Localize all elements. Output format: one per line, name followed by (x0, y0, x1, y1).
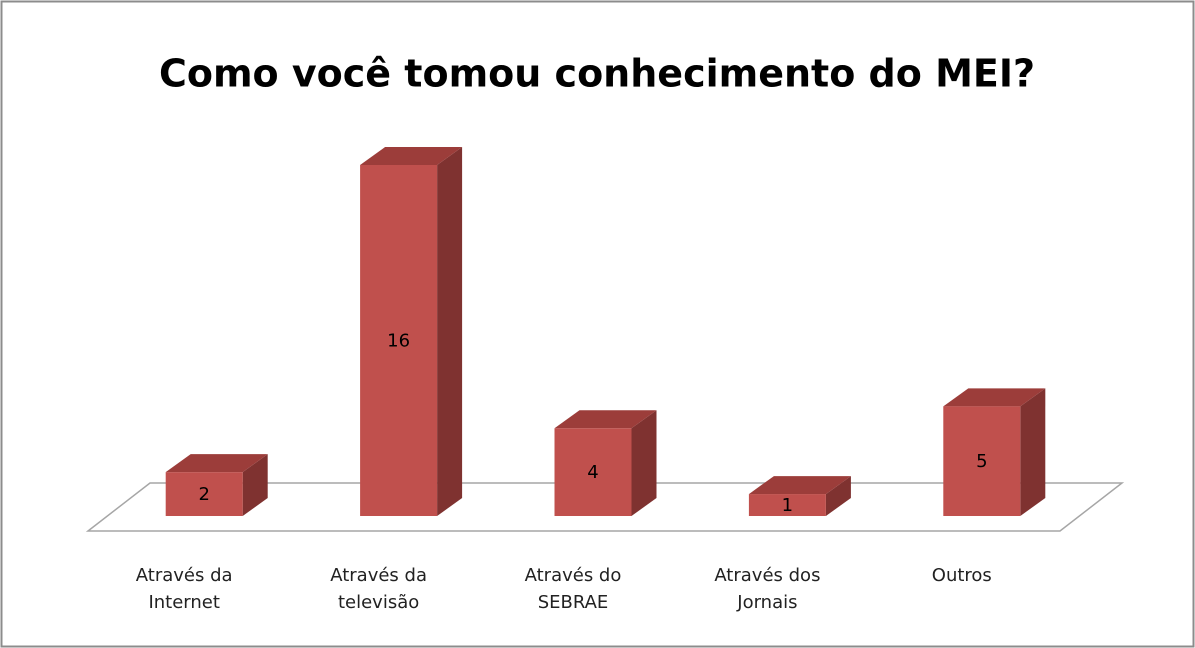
x-tick-label: Através da televisão (330, 565, 427, 613)
bar-side (631, 410, 657, 516)
x-tick-label: Através do SEBRAE (524, 565, 622, 613)
bar-top (554, 410, 657, 429)
data-label: 2 (198, 484, 209, 505)
bar-top (943, 388, 1046, 407)
x-tick-label: Através da Internet (135, 565, 233, 613)
data-label: 4 (587, 462, 598, 483)
bar-side (1020, 388, 1046, 516)
bar-top (165, 454, 268, 473)
x-tick-label: Através dos Jornais (714, 565, 821, 613)
data-label: 1 (782, 495, 793, 516)
bar-top (360, 147, 463, 165)
bar-side (437, 147, 463, 516)
bar (360, 165, 438, 516)
data-label: 16 (387, 331, 410, 352)
bar (748, 494, 826, 516)
bar (554, 428, 632, 516)
bar (943, 406, 1021, 516)
bar-top (748, 476, 851, 495)
bar-side (825, 476, 851, 516)
bar (165, 472, 243, 516)
bar-side (242, 454, 268, 516)
chart-title: Como você tomou conhecimento do MEI? (159, 52, 1035, 96)
x-tick-label: Outros (931, 565, 992, 586)
data-label: 5 (976, 451, 987, 472)
